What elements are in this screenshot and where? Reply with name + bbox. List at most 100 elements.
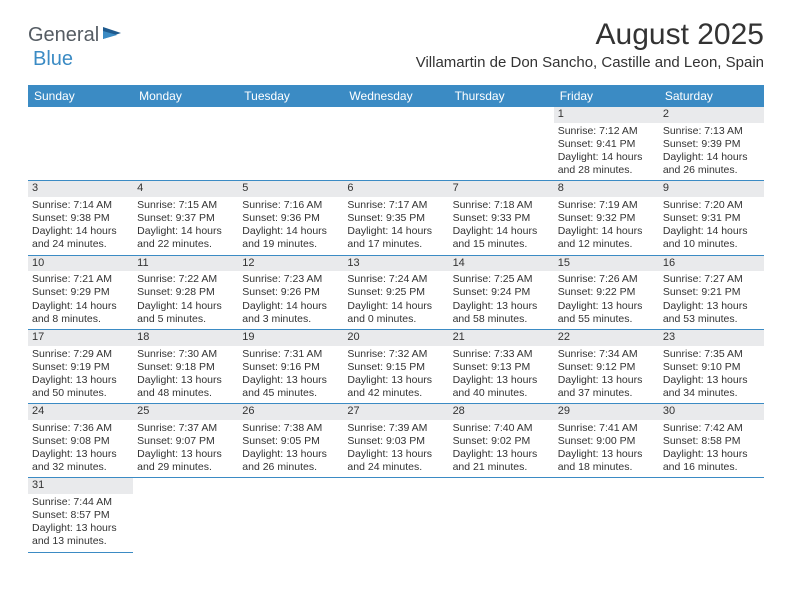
- location-subtitle: Villamartin de Don Sancho, Castille and …: [416, 54, 764, 71]
- sun-info-line: Sunset: 9:08 PM: [32, 435, 129, 448]
- sun-info-line: Sunset: 9:21 PM: [663, 286, 760, 299]
- day-number: 13: [343, 256, 448, 272]
- sun-info-line: and 13 minutes.: [32, 535, 129, 548]
- day-number: 3: [28, 181, 133, 197]
- sun-info-line: Daylight: 14 hours: [558, 151, 655, 164]
- sun-info-line: Sunset: 9:32 PM: [558, 212, 655, 225]
- calendar-cell: 7Sunrise: 7:18 AMSunset: 9:33 PMDaylight…: [449, 181, 554, 255]
- sun-info-line: Sunrise: 7:24 AM: [347, 273, 444, 286]
- sun-info-line: and 24 minutes.: [347, 461, 444, 474]
- sun-info-line: Sunset: 9:05 PM: [242, 435, 339, 448]
- day-number: 16: [659, 256, 764, 272]
- sun-info-line: Sunrise: 7:38 AM: [242, 422, 339, 435]
- calendar-cell: 14Sunrise: 7:25 AMSunset: 9:24 PMDayligh…: [449, 256, 554, 330]
- logo: General: [28, 18, 127, 47]
- calendar-cell-empty: [238, 107, 343, 181]
- sun-info-line: Sunrise: 7:37 AM: [137, 422, 234, 435]
- day-number: 12: [238, 256, 343, 272]
- sun-info-line: and 45 minutes.: [242, 387, 339, 400]
- day-number: 7: [449, 181, 554, 197]
- sun-info-line: Daylight: 13 hours: [242, 374, 339, 387]
- calendar-cell-empty: [28, 107, 133, 181]
- sun-info-line: Daylight: 13 hours: [32, 374, 129, 387]
- day-number: 9: [659, 181, 764, 197]
- calendar-cell: 12Sunrise: 7:23 AMSunset: 9:26 PMDayligh…: [238, 256, 343, 330]
- day-number: [659, 478, 764, 494]
- calendar-cell: 11Sunrise: 7:22 AMSunset: 9:28 PMDayligh…: [133, 256, 238, 330]
- sun-info-line: Sunrise: 7:12 AM: [558, 125, 655, 138]
- weekday-label: Wednesday: [343, 85, 448, 107]
- sun-info-line: and 21 minutes.: [453, 461, 550, 474]
- sun-info-line: Daylight: 14 hours: [663, 151, 760, 164]
- sun-info-line: and 18 minutes.: [558, 461, 655, 474]
- sun-info-line: and 58 minutes.: [453, 313, 550, 326]
- sun-info-line: Sunrise: 7:41 AM: [558, 422, 655, 435]
- day-number: [238, 478, 343, 494]
- sun-info-line: Daylight: 14 hours: [137, 300, 234, 313]
- sun-info-line: Daylight: 13 hours: [663, 374, 760, 387]
- day-number: 11: [133, 256, 238, 272]
- sun-info-line: Sunrise: 7:36 AM: [32, 422, 129, 435]
- calendar-cell: 19Sunrise: 7:31 AMSunset: 9:16 PMDayligh…: [238, 330, 343, 404]
- sun-info-line: Daylight: 13 hours: [558, 448, 655, 461]
- day-number: 6: [343, 181, 448, 197]
- sun-info-line: Sunrise: 7:30 AM: [137, 348, 234, 361]
- day-number: 29: [554, 404, 659, 420]
- sun-info-line: Sunset: 9:07 PM: [137, 435, 234, 448]
- calendar-cell-empty: [238, 478, 343, 552]
- day-number: [133, 478, 238, 494]
- sun-info-line: Sunrise: 7:34 AM: [558, 348, 655, 361]
- sun-info-line: and 26 minutes.: [663, 164, 760, 177]
- calendar-week: 3Sunrise: 7:14 AMSunset: 9:38 PMDaylight…: [28, 181, 764, 255]
- sun-info-line: and 55 minutes.: [558, 313, 655, 326]
- sun-info-line: and 8 minutes.: [32, 313, 129, 326]
- calendar-cell: 17Sunrise: 7:29 AMSunset: 9:19 PMDayligh…: [28, 330, 133, 404]
- sun-info-line: Daylight: 13 hours: [453, 300, 550, 313]
- sun-info-line: Sunrise: 7:15 AM: [137, 199, 234, 212]
- calendar-week: 17Sunrise: 7:29 AMSunset: 9:19 PMDayligh…: [28, 330, 764, 404]
- sun-info-line: Daylight: 13 hours: [137, 448, 234, 461]
- sun-info-line: Daylight: 13 hours: [453, 374, 550, 387]
- calendar-cell: 10Sunrise: 7:21 AMSunset: 9:29 PMDayligh…: [28, 256, 133, 330]
- calendar-cell-empty: [133, 478, 238, 552]
- day-number: [28, 107, 133, 123]
- calendar-cell: 21Sunrise: 7:33 AMSunset: 9:13 PMDayligh…: [449, 330, 554, 404]
- sun-info-line: and 34 minutes.: [663, 387, 760, 400]
- calendar-cell: 27Sunrise: 7:39 AMSunset: 9:03 PMDayligh…: [343, 404, 448, 478]
- sun-info-line: Daylight: 14 hours: [32, 300, 129, 313]
- sun-info-line: Sunrise: 7:23 AM: [242, 273, 339, 286]
- sun-info-line: and 42 minutes.: [347, 387, 444, 400]
- sun-info-line: Sunset: 9:19 PM: [32, 361, 129, 374]
- sun-info-line: and 0 minutes.: [347, 313, 444, 326]
- day-number: [554, 478, 659, 494]
- day-number: 25: [133, 404, 238, 420]
- sun-info-line: Sunset: 9:31 PM: [663, 212, 760, 225]
- day-number: 10: [28, 256, 133, 272]
- calendar-cell: 2Sunrise: 7:13 AMSunset: 9:39 PMDaylight…: [659, 107, 764, 181]
- sun-info-line: and 15 minutes.: [453, 238, 550, 251]
- sun-info-line: Sunrise: 7:42 AM: [663, 422, 760, 435]
- calendar-cell: 28Sunrise: 7:40 AMSunset: 9:02 PMDayligh…: [449, 404, 554, 478]
- sun-info-line: Daylight: 13 hours: [453, 448, 550, 461]
- calendar-cell-empty: [659, 478, 764, 552]
- day-number: 22: [554, 330, 659, 346]
- sun-info-line: Sunset: 9:22 PM: [558, 286, 655, 299]
- calendar-cell: 13Sunrise: 7:24 AMSunset: 9:25 PMDayligh…: [343, 256, 448, 330]
- sun-info-line: Sunrise: 7:21 AM: [32, 273, 129, 286]
- sun-info-line: Daylight: 14 hours: [242, 300, 339, 313]
- sun-info-line: Sunrise: 7:40 AM: [453, 422, 550, 435]
- calendar-cell-empty: [343, 107, 448, 181]
- sun-info-line: Sunrise: 7:39 AM: [347, 422, 444, 435]
- sun-info-line: Sunset: 8:58 PM: [663, 435, 760, 448]
- sun-info-line: and 32 minutes.: [32, 461, 129, 474]
- sun-info-line: and 29 minutes.: [137, 461, 234, 474]
- day-number: 21: [449, 330, 554, 346]
- calendar-cell: 15Sunrise: 7:26 AMSunset: 9:22 PMDayligh…: [554, 256, 659, 330]
- sun-info-line: Sunset: 9:37 PM: [137, 212, 234, 225]
- sun-info-line: and 48 minutes.: [137, 387, 234, 400]
- sun-info-line: Sunrise: 7:44 AM: [32, 496, 129, 509]
- calendar-cell: 8Sunrise: 7:19 AMSunset: 9:32 PMDaylight…: [554, 181, 659, 255]
- calendar-cell: 6Sunrise: 7:17 AMSunset: 9:35 PMDaylight…: [343, 181, 448, 255]
- calendar-cell: 20Sunrise: 7:32 AMSunset: 9:15 PMDayligh…: [343, 330, 448, 404]
- day-number: 28: [449, 404, 554, 420]
